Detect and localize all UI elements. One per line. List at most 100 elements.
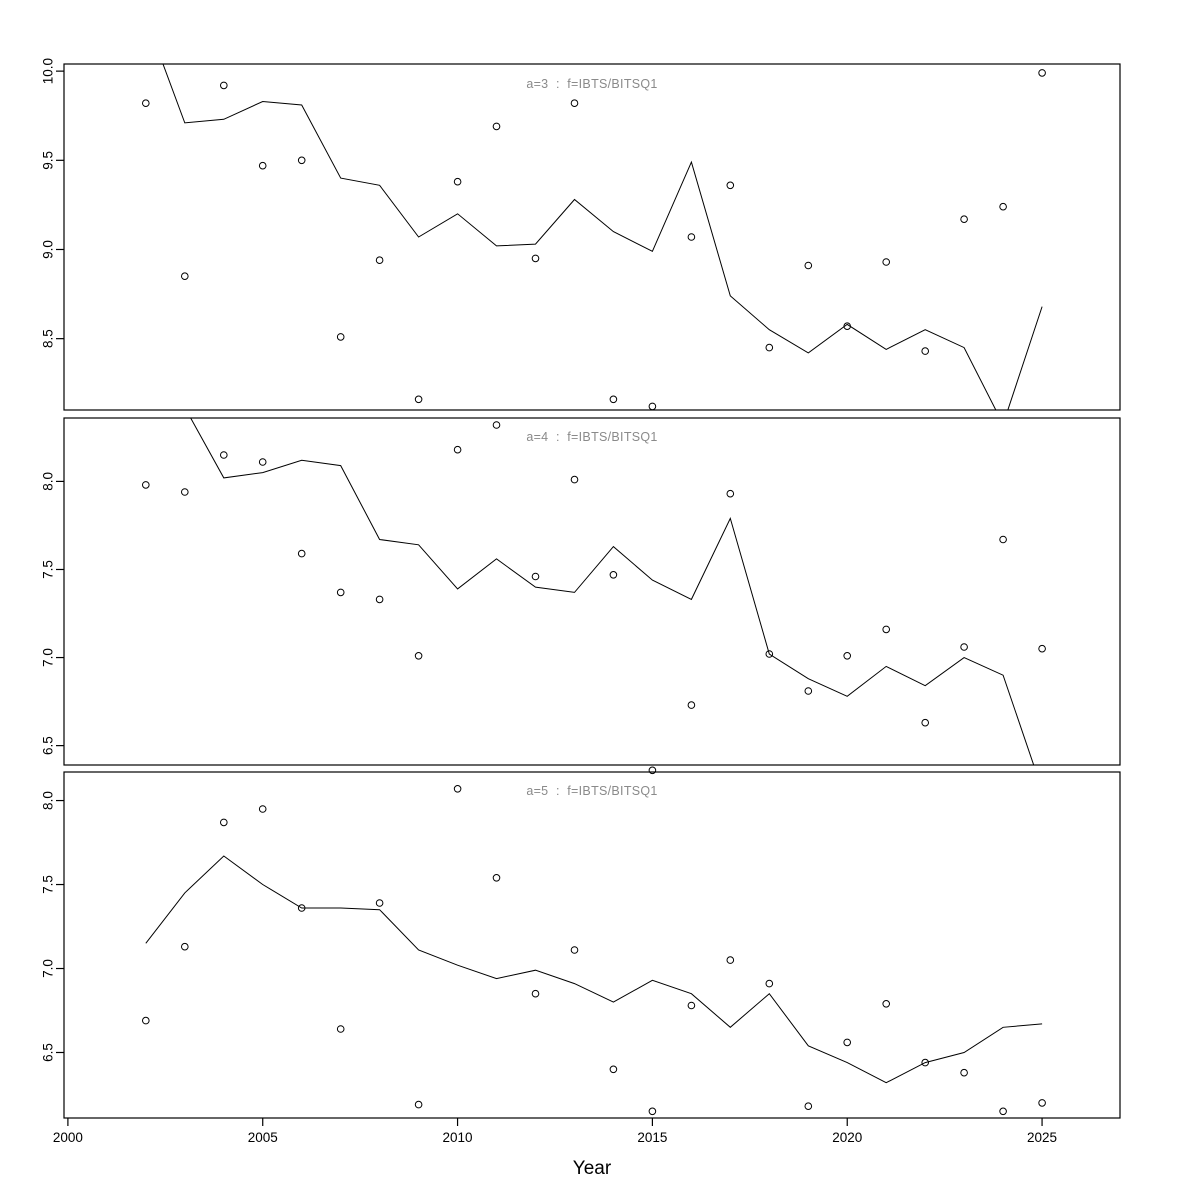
panel-1: 6.5 7.0 7.5 8.0	[41, 417, 1121, 775]
y-tick-label: 7.5	[41, 560, 56, 579]
data-point	[181, 488, 189, 496]
data-point	[336, 588, 345, 597]
data-point	[1038, 644, 1046, 653]
data-point	[648, 1107, 657, 1116]
data-point	[336, 333, 345, 341]
data-point	[453, 445, 462, 454]
y-tick-label: 9.5	[41, 151, 56, 170]
x-tick-label: 2020	[832, 1130, 862, 1145]
panel-title-a3: a=3 : f=IBTS/BITSQ1	[526, 77, 658, 91]
y-tick-label: 8.5	[41, 329, 56, 348]
data-point	[999, 1107, 1007, 1116]
y-tick-label: 7.0	[41, 959, 56, 978]
y-tick-label: 7.0	[41, 648, 56, 667]
data-point	[882, 625, 891, 634]
data-point	[687, 233, 696, 241]
data-point	[765, 979, 774, 988]
x-axis: 2000 2005 2010 2015 2020 2025	[53, 1118, 1057, 1145]
data-point	[687, 701, 696, 709]
data-point	[297, 904, 306, 912]
data-point	[648, 766, 657, 775]
panel-2: 6.5 7.0 7.5 8.0	[41, 771, 1121, 1119]
data-point	[570, 475, 579, 484]
fit-line	[162, 64, 1043, 410]
data-point	[453, 785, 462, 793]
panel-title-a4: a=4 : f=IBTS/BITSQ1	[526, 430, 658, 444]
data-point	[804, 687, 813, 695]
panel-title-a5: a=5 : f=IBTS/BITSQ1	[526, 784, 658, 798]
y-tick-label: 10.0	[41, 58, 56, 84]
data-point	[804, 1102, 813, 1110]
x-tick-label: 2015	[637, 1130, 667, 1145]
x-tick-label: 2025	[1027, 1130, 1057, 1145]
data-point	[726, 489, 735, 498]
data-point	[531, 254, 540, 263]
y-tick-label: 9.0	[41, 240, 56, 259]
data-point	[531, 572, 540, 581]
y-tick-label: 7.5	[41, 875, 56, 894]
data-point	[960, 215, 968, 223]
data-point	[258, 458, 267, 466]
fit-line	[145, 855, 1043, 1084]
panel-border	[63, 771, 1121, 1119]
data-point	[220, 818, 228, 827]
data-point	[765, 343, 774, 352]
data-point	[297, 156, 306, 165]
data-point	[181, 942, 189, 951]
y-tick-label: 6.5	[41, 736, 56, 755]
data-point	[336, 1025, 345, 1033]
data-point	[921, 1058, 930, 1067]
data-point	[843, 322, 852, 331]
data-point	[414, 652, 423, 660]
x-tick-label: 2005	[248, 1130, 278, 1145]
y-tick-label: 6.5	[41, 1043, 56, 1062]
data-point	[609, 1065, 618, 1074]
data-point	[921, 347, 930, 355]
data-point	[375, 256, 384, 265]
data-point	[960, 1068, 968, 1077]
panel-border	[63, 417, 1121, 766]
fit-line	[190, 418, 1035, 765]
data-point	[570, 99, 579, 107]
data-point	[414, 1100, 423, 1109]
data-point	[570, 946, 579, 954]
data-point	[609, 571, 618, 579]
data-point	[142, 1016, 150, 1025]
data-point	[453, 177, 462, 186]
data-point	[882, 258, 891, 266]
data-point	[843, 1038, 852, 1047]
data-point	[181, 272, 189, 281]
data-point	[220, 451, 228, 459]
data-point	[297, 549, 306, 558]
data-point	[375, 899, 384, 907]
x-axis-title: Year	[572, 1158, 612, 1179]
data-point	[960, 643, 968, 651]
data-point	[843, 652, 852, 660]
data-point	[726, 956, 735, 964]
data-point	[414, 395, 423, 404]
x-tick-label: 2010	[443, 1130, 473, 1145]
data-point	[258, 161, 267, 170]
data-point	[492, 421, 501, 429]
data-point	[1038, 1099, 1046, 1107]
data-point	[921, 718, 930, 727]
data-point	[999, 535, 1007, 544]
panel-0: 8.5 9.0 9.5 10.0	[41, 58, 1121, 411]
y-tick-label: 8.0	[41, 791, 56, 810]
data-point	[765, 650, 774, 658]
data-point	[258, 805, 267, 813]
data-point	[687, 1001, 696, 1010]
data-point	[142, 99, 150, 107]
data-point	[375, 595, 384, 604]
data-point	[648, 402, 657, 411]
data-point	[609, 395, 618, 404]
data-point	[804, 261, 813, 270]
data-point	[492, 122, 501, 131]
data-point	[726, 181, 735, 190]
panel-border	[63, 63, 1121, 411]
x-tick-label: 2000	[53, 1130, 83, 1145]
data-point	[1038, 69, 1046, 77]
data-point	[492, 874, 501, 882]
